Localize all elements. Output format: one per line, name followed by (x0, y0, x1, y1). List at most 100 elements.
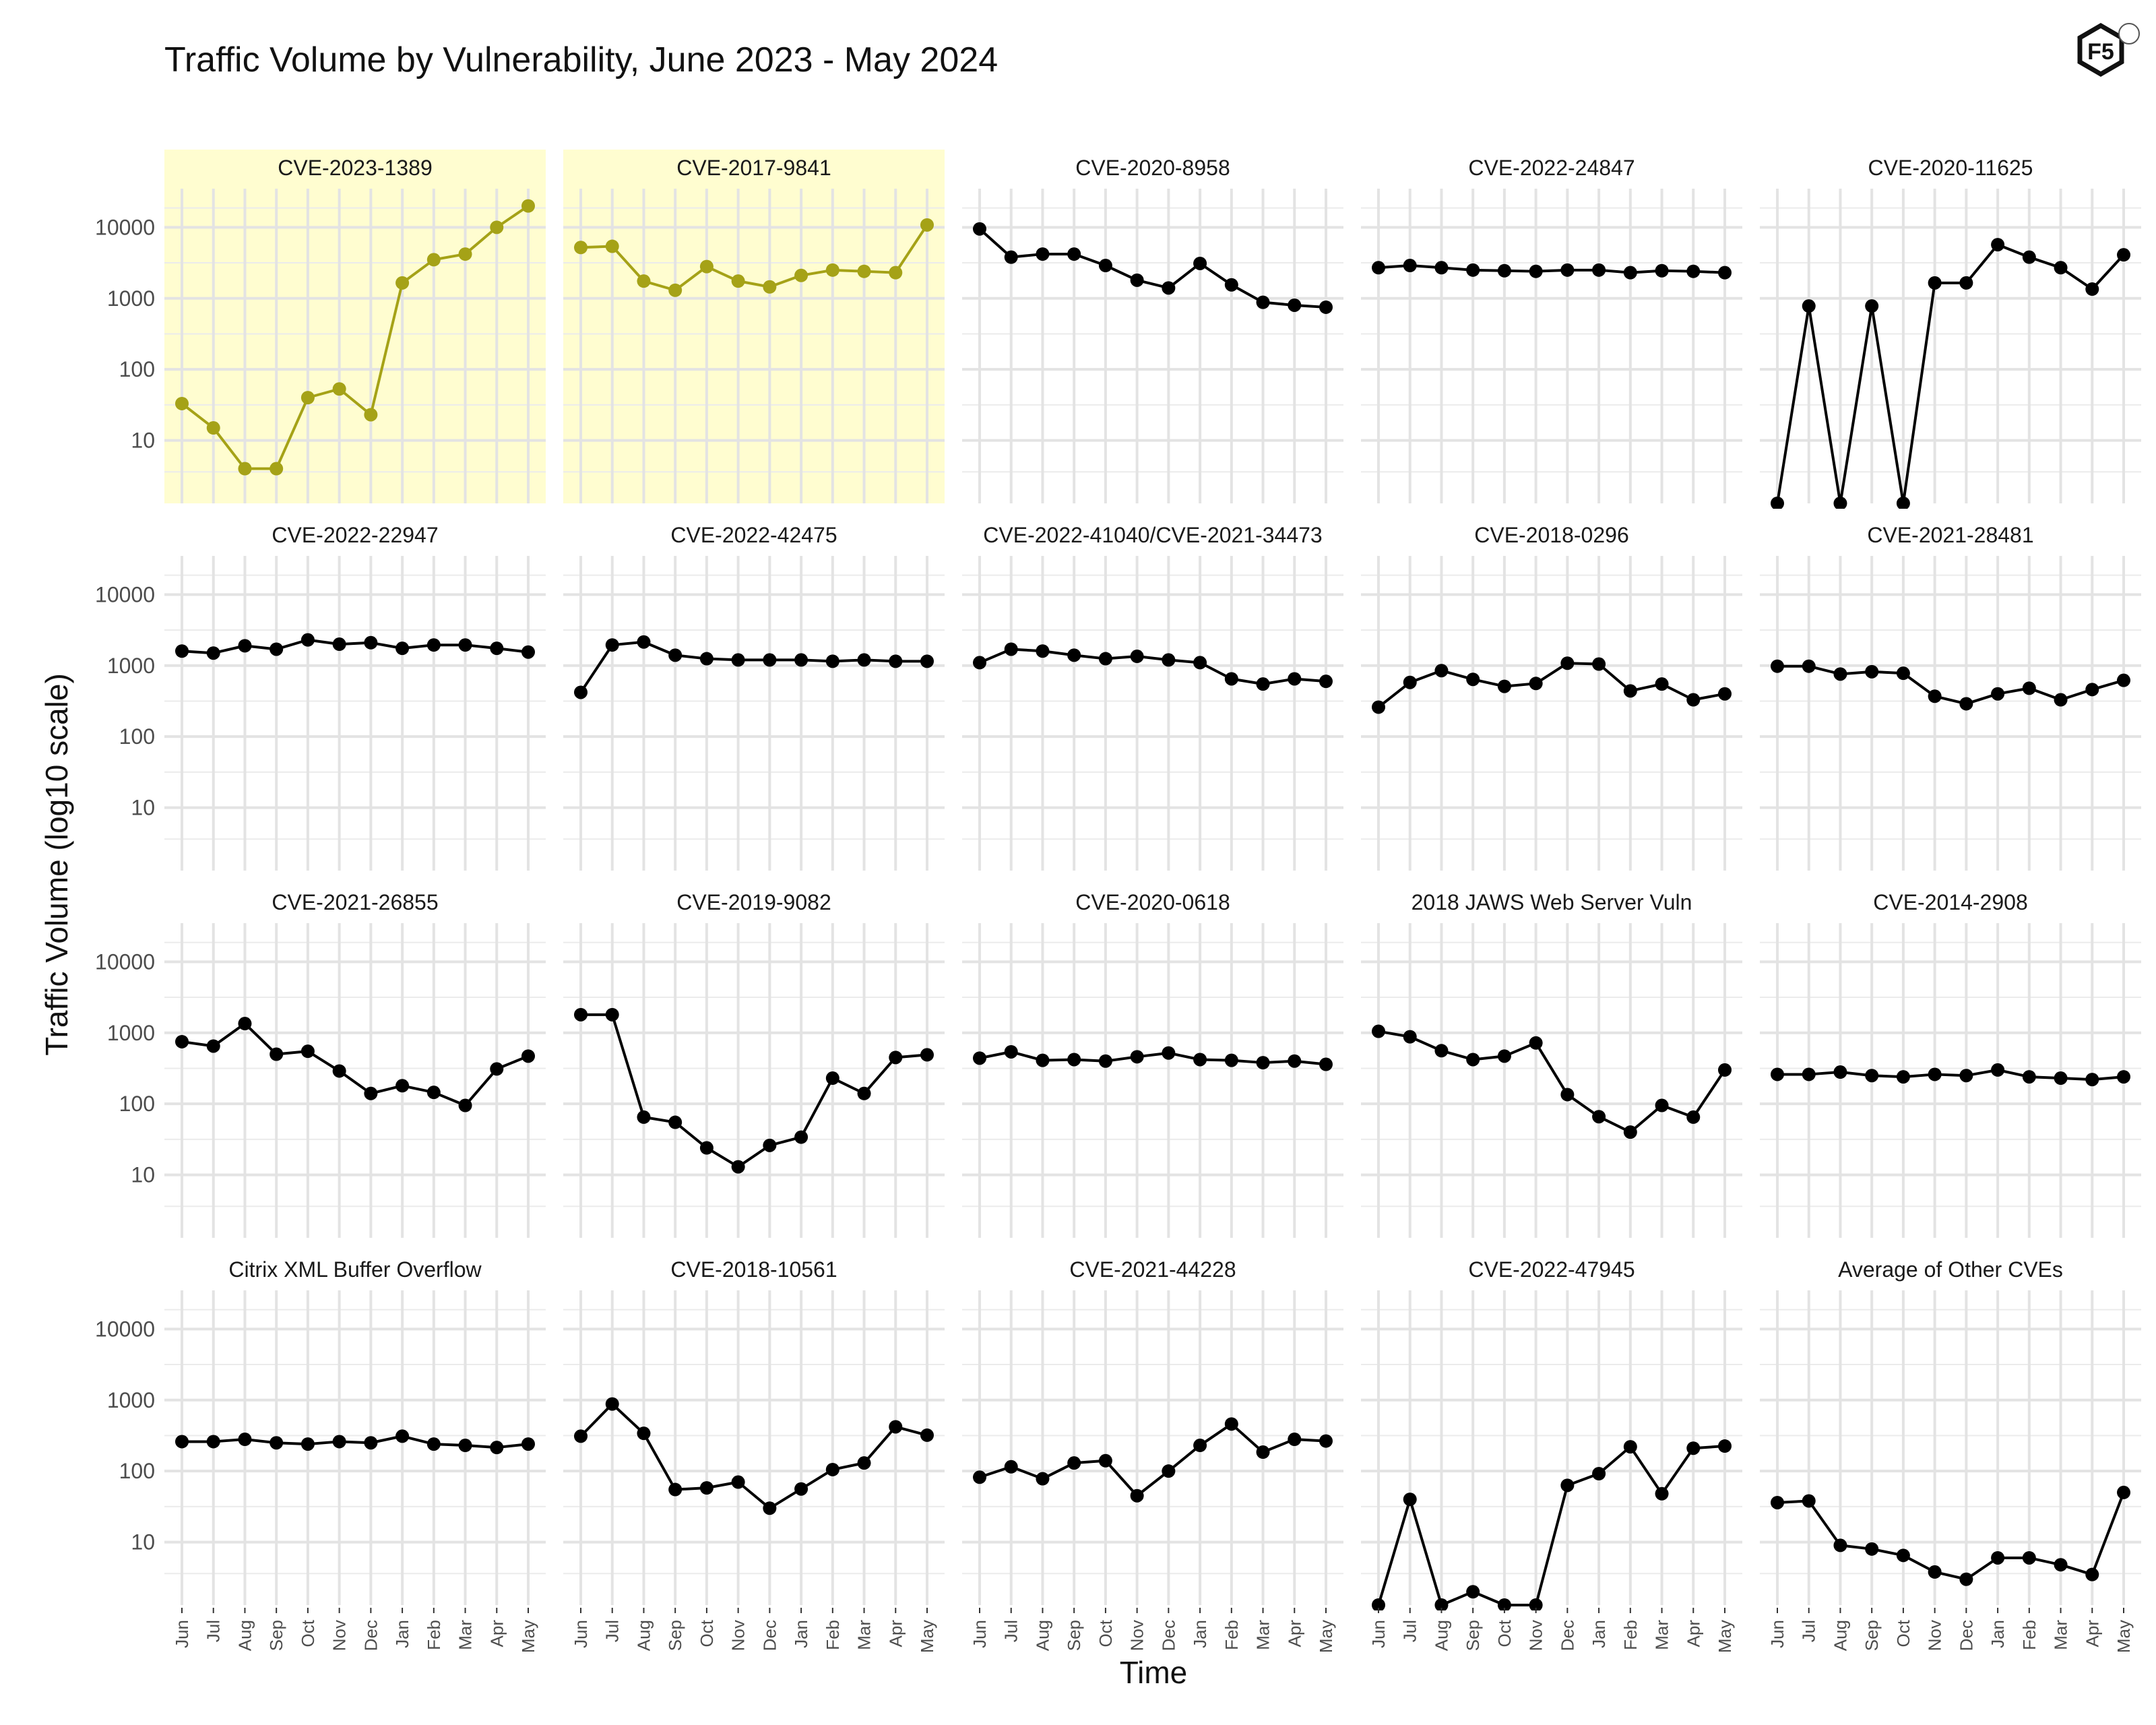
x-tick-label: Dec (1557, 1620, 1577, 1651)
data-point-jun (574, 685, 588, 699)
panel-title: CVE-2020-8958 (1075, 156, 1230, 180)
data-point-nov (1529, 677, 1543, 691)
series-line (1377, 1445, 1725, 1606)
panel-grid (1361, 923, 1742, 1238)
series-line (1378, 1030, 1726, 1134)
facet-panel: CVE-2022-24847 (1361, 156, 1742, 503)
panel-grid (962, 189, 1343, 503)
data-point-apr (490, 1062, 504, 1076)
panel-series (175, 199, 535, 476)
data-point-oct (699, 652, 714, 666)
facet-panel: CVE-2021-28481 (1760, 523, 2141, 871)
data-point-feb (1224, 1417, 1238, 1431)
data-point-apr (2085, 282, 2099, 296)
data-point-jul (1004, 642, 1018, 656)
data-point-jan (1592, 1466, 1606, 1480)
data-point-may (2117, 1070, 2130, 1084)
x-tick-label: Mar (455, 1620, 476, 1650)
data-point-apr (1288, 298, 1302, 312)
data-point-mar (1256, 677, 1270, 691)
data-point-feb (426, 253, 441, 267)
series-line (181, 204, 530, 470)
data-point-jun (1771, 1495, 1784, 1509)
data-point-dec (1560, 263, 1575, 277)
data-point-jul (605, 239, 619, 253)
y-tick-label: 10000 (95, 949, 155, 974)
data-point-jun (973, 656, 986, 670)
data-point-oct (699, 259, 714, 274)
series-line (1777, 1492, 2125, 1581)
data-point-aug (1833, 1065, 1847, 1079)
data-point-apr (889, 1420, 903, 1434)
x-tick-label: Oct (1893, 1619, 1913, 1647)
data-point-jan (1991, 238, 2005, 252)
data-point-jun (175, 396, 189, 410)
x-tick-label: Feb (424, 1620, 444, 1650)
data-point-may (1319, 1057, 1333, 1071)
data-point-mar (458, 638, 472, 652)
data-point-may (1718, 265, 1732, 280)
data-point-apr (889, 1050, 903, 1065)
x-tick-label: Nov (728, 1620, 749, 1651)
series-line (1777, 664, 2124, 705)
data-point-jul (1802, 1494, 1816, 1508)
data-point-jan (794, 268, 808, 282)
panel-grid (563, 923, 945, 1238)
data-point-may (521, 1049, 535, 1063)
data-point-nov (332, 382, 346, 396)
y-tick-label: 10000 (95, 1317, 155, 1341)
data-point-jul (1802, 299, 1816, 313)
data-point-oct (1896, 497, 1910, 509)
panel-grid (1760, 189, 2141, 503)
data-point-oct (1497, 263, 1511, 278)
data-point-sep (668, 648, 683, 662)
data-point-feb (2022, 681, 2036, 695)
panel-series (1372, 259, 1732, 280)
panel-grid (563, 556, 945, 871)
data-point-jan (1193, 1439, 1207, 1453)
data-point-aug (637, 635, 651, 649)
data-point-jul (1403, 675, 1417, 689)
data-point-jun (1771, 659, 1784, 673)
data-point-may (2117, 673, 2130, 687)
facet-panel: CVE-2018-10561 Jun Jul Aug Sep Oct Nov Dec Jan Fe… (563, 1257, 945, 1653)
data-point-dec (1162, 1046, 1176, 1060)
data-point-feb (825, 263, 839, 277)
y-tick-label: 10000 (95, 215, 155, 239)
data-point-jul (1004, 250, 1018, 264)
panel-title: CVE-2018-10561 (670, 1257, 837, 1282)
data-point-sep (668, 1115, 683, 1129)
x-tick-label: Jul (602, 1620, 623, 1642)
data-point-oct (699, 1141, 714, 1155)
data-point-jul (1403, 1493, 1417, 1507)
panel-grid (1361, 556, 1742, 871)
data-point-jan (794, 1482, 808, 1496)
facet-panel: CVE-2021-44228 Jun Jul Aug Sep Oct Nov Dec Jan Fe… (962, 1257, 1343, 1653)
data-point-apr (1686, 693, 1701, 707)
data-point-nov (1928, 1565, 1942, 1579)
data-point-dec (1162, 1464, 1176, 1478)
panel-series (1372, 656, 1732, 714)
facet-panel: CVE-2021-26855 10 100 1000 10000 (95, 890, 546, 1238)
data-point-nov (1130, 650, 1144, 664)
data-point-dec (763, 1138, 777, 1152)
x-tick-label: Jan (1589, 1620, 1609, 1648)
x-tick-label: Nov (329, 1620, 350, 1651)
x-tick-label: Mar (1652, 1620, 1672, 1650)
x-tick-label: Mar (854, 1620, 875, 1650)
data-point-oct (1896, 1548, 1910, 1563)
y-tick-label: 10 (131, 429, 155, 453)
data-point-aug (637, 1110, 651, 1124)
series-line (978, 228, 1327, 309)
data-point-jul (605, 1397, 619, 1411)
panel-grid (1361, 1290, 1742, 1605)
f5-logo-badge (2118, 23, 2140, 44)
x-tick-label: Feb (2019, 1620, 2039, 1650)
data-point-may (521, 1437, 535, 1451)
data-point-jul (1802, 1067, 1816, 1081)
data-point-aug (1434, 261, 1449, 275)
x-tick-label: Mar (2051, 1620, 2071, 1650)
data-point-sep (1466, 1053, 1480, 1067)
x-tick-label: Jan (392, 1620, 412, 1648)
data-point-aug (1833, 497, 1847, 509)
